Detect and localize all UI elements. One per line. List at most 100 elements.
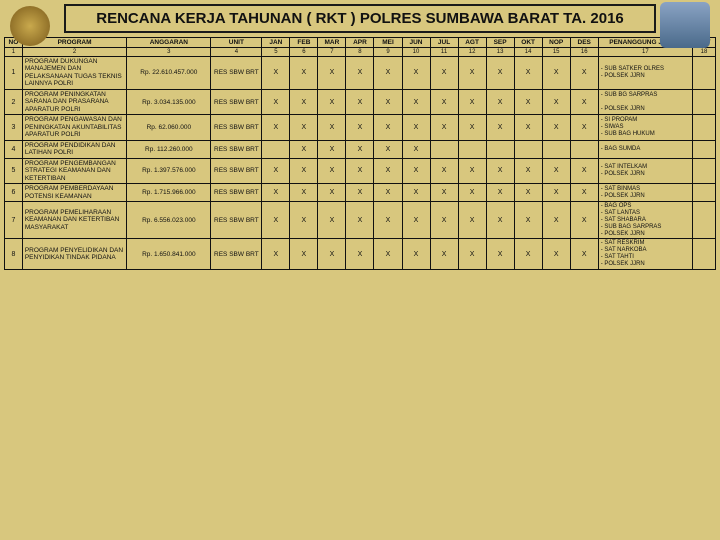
th-month: OKT	[514, 38, 542, 48]
cell-month: X	[458, 239, 486, 270]
cell-month: X	[262, 115, 290, 140]
cell-month: X	[346, 57, 374, 90]
cell-unit: RES SBW BRT	[211, 57, 262, 90]
th-month: DES	[570, 38, 598, 48]
cell-month: X	[262, 89, 290, 114]
th-month: JAN	[262, 38, 290, 48]
cell-month: X	[346, 115, 374, 140]
cell-program: PROGRAM PENDIDIKAN DAN LATIHAN POLRI	[22, 140, 126, 158]
cell-pj: - SAT INTELKAM - POLSEK JJRN	[598, 158, 692, 183]
cell-month: X	[514, 184, 542, 202]
col-number: 7	[318, 48, 346, 57]
cell-month: X	[514, 89, 542, 114]
cell-month: X	[542, 57, 570, 90]
cell-month: X	[486, 89, 514, 114]
cell-no: 5	[5, 158, 23, 183]
cell-program: PROGRAM DUKUNGAN MANAJEMEN DAN PELAKSANA…	[22, 57, 126, 90]
cell-month: X	[402, 239, 430, 270]
col-number: 4	[211, 48, 262, 57]
cell-unit: RES SBW BRT	[211, 184, 262, 202]
cell-month: X	[542, 115, 570, 140]
page-title: RENCANA KERJA TAHUNAN ( RKT ) POLRES SUM…	[64, 4, 656, 33]
col-number: 6	[290, 48, 318, 57]
cell-month: X	[570, 184, 598, 202]
cell-month: X	[542, 89, 570, 114]
cell-month: X	[290, 184, 318, 202]
th-anggaran: ANGGARAN	[127, 38, 211, 48]
th-month: FEB	[290, 38, 318, 48]
col-number: 14	[514, 48, 542, 57]
cell-month: X	[346, 201, 374, 238]
logo-right	[660, 2, 710, 48]
cell-no: 3	[5, 115, 23, 140]
cell-month: X	[374, 201, 402, 238]
cell-unit: RES SBW BRT	[211, 239, 262, 270]
cell-no: 4	[5, 140, 23, 158]
cell-anggaran: Rp. 1.397.576.000	[127, 158, 211, 183]
cell-month: X	[486, 201, 514, 238]
th-unit: UNIT	[211, 38, 262, 48]
cell-month: X	[430, 115, 458, 140]
cell-ket	[693, 115, 716, 140]
cell-month: X	[458, 115, 486, 140]
cell-month: X	[486, 239, 514, 270]
cell-month: X	[542, 239, 570, 270]
cell-month: X	[290, 201, 318, 238]
cell-month: X	[318, 201, 346, 238]
cell-month	[262, 140, 290, 158]
table-row: 5PROGRAM PENGEMBANGAN STRATEGI KEAMANAN …	[5, 158, 716, 183]
th-month: JUN	[402, 38, 430, 48]
col-number: 11	[430, 48, 458, 57]
cell-month: X	[430, 57, 458, 90]
cell-month: X	[514, 158, 542, 183]
cell-program: PROGRAM PENGAWASAN DAN PENINGKATAN AKUNT…	[22, 115, 126, 140]
cell-anggaran: Rp. 6.556.023.000	[127, 201, 211, 238]
cell-ket	[693, 140, 716, 158]
cell-month: X	[402, 57, 430, 90]
cell-month	[486, 140, 514, 158]
cell-month: X	[570, 239, 598, 270]
cell-unit: RES SBW BRT	[211, 158, 262, 183]
cell-month: X	[458, 201, 486, 238]
cell-month: X	[458, 89, 486, 114]
cell-program: PROGRAM PEMBERDAYAAN POTENSI KEAMANAN	[22, 184, 126, 202]
cell-no: 6	[5, 184, 23, 202]
cell-month: X	[486, 57, 514, 90]
cell-month: X	[346, 239, 374, 270]
th-month: MAR	[318, 38, 346, 48]
cell-month: X	[318, 140, 346, 158]
cell-month: X	[402, 89, 430, 114]
cell-month: X	[318, 184, 346, 202]
col-number: 17	[598, 48, 692, 57]
cell-month: X	[318, 115, 346, 140]
rkt-table: NO PROGRAM ANGGARAN UNIT JAN FEB MAR APR…	[4, 37, 716, 270]
th-month: NOP	[542, 38, 570, 48]
cell-month: X	[374, 184, 402, 202]
cell-month: X	[514, 239, 542, 270]
cell-pj: - SAT BINMAS - POLSEK JJRN	[598, 184, 692, 202]
col-number: 15	[542, 48, 570, 57]
cell-month: X	[318, 158, 346, 183]
cell-month: X	[430, 158, 458, 183]
th-month: APR	[346, 38, 374, 48]
cell-month: X	[374, 140, 402, 158]
col-number: 5	[262, 48, 290, 57]
cell-anggaran: Rp. 3.034.135.000	[127, 89, 211, 114]
logo-left	[10, 6, 50, 46]
cell-month: X	[290, 239, 318, 270]
cell-month: X	[458, 57, 486, 90]
col-number: 9	[374, 48, 402, 57]
cell-month: X	[570, 115, 598, 140]
col-number: 18	[693, 48, 716, 57]
cell-month: X	[542, 184, 570, 202]
cell-month: X	[542, 158, 570, 183]
cell-month: X	[262, 239, 290, 270]
cell-month: X	[290, 140, 318, 158]
cell-month: X	[430, 184, 458, 202]
cell-month: X	[318, 89, 346, 114]
cell-no: 8	[5, 239, 23, 270]
cell-month: X	[430, 89, 458, 114]
cell-ket	[693, 57, 716, 90]
cell-month: X	[514, 57, 542, 90]
cell-month: X	[458, 158, 486, 183]
